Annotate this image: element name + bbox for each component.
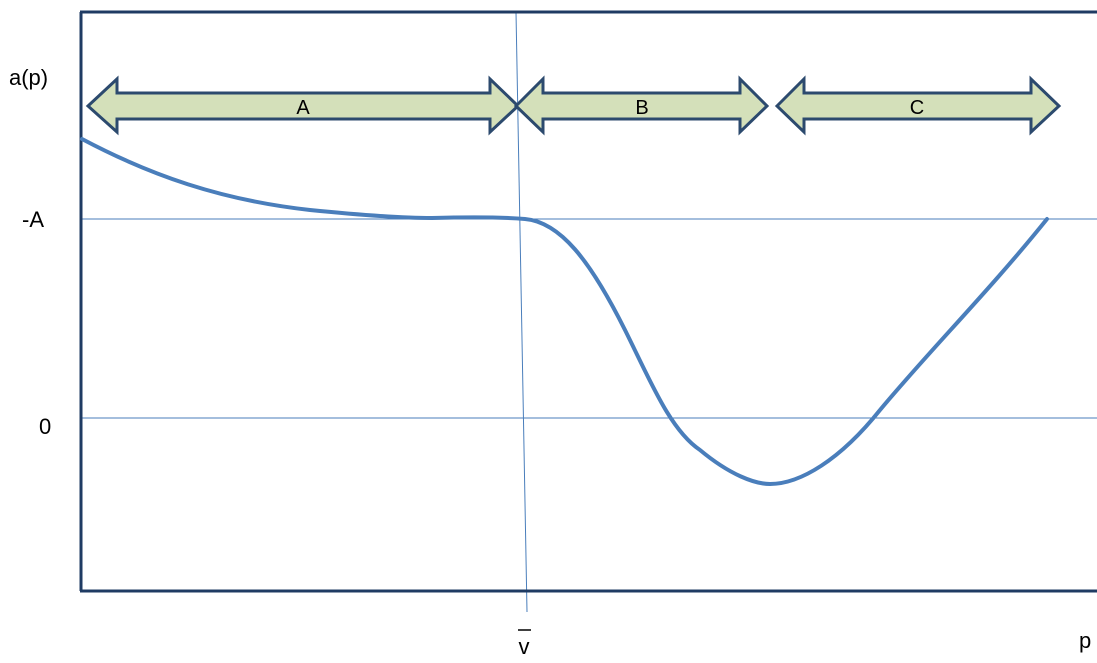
vbar-label: v [519,634,530,659]
y-axis-label: a(p) [9,65,48,90]
region-arrow-b [513,75,770,136]
region-label-a: A [296,97,310,119]
region-label-c: C [910,97,924,119]
tick-label-zero: 0 [39,414,51,439]
region-label-b: B [635,97,648,119]
region-arrow-c [774,75,1062,136]
curve-a-of-p [80,137,1049,486]
x-axis-label: p [1079,628,1091,653]
vbar-line [515,11,528,613]
tick-label-neg-a: -A [22,207,44,232]
